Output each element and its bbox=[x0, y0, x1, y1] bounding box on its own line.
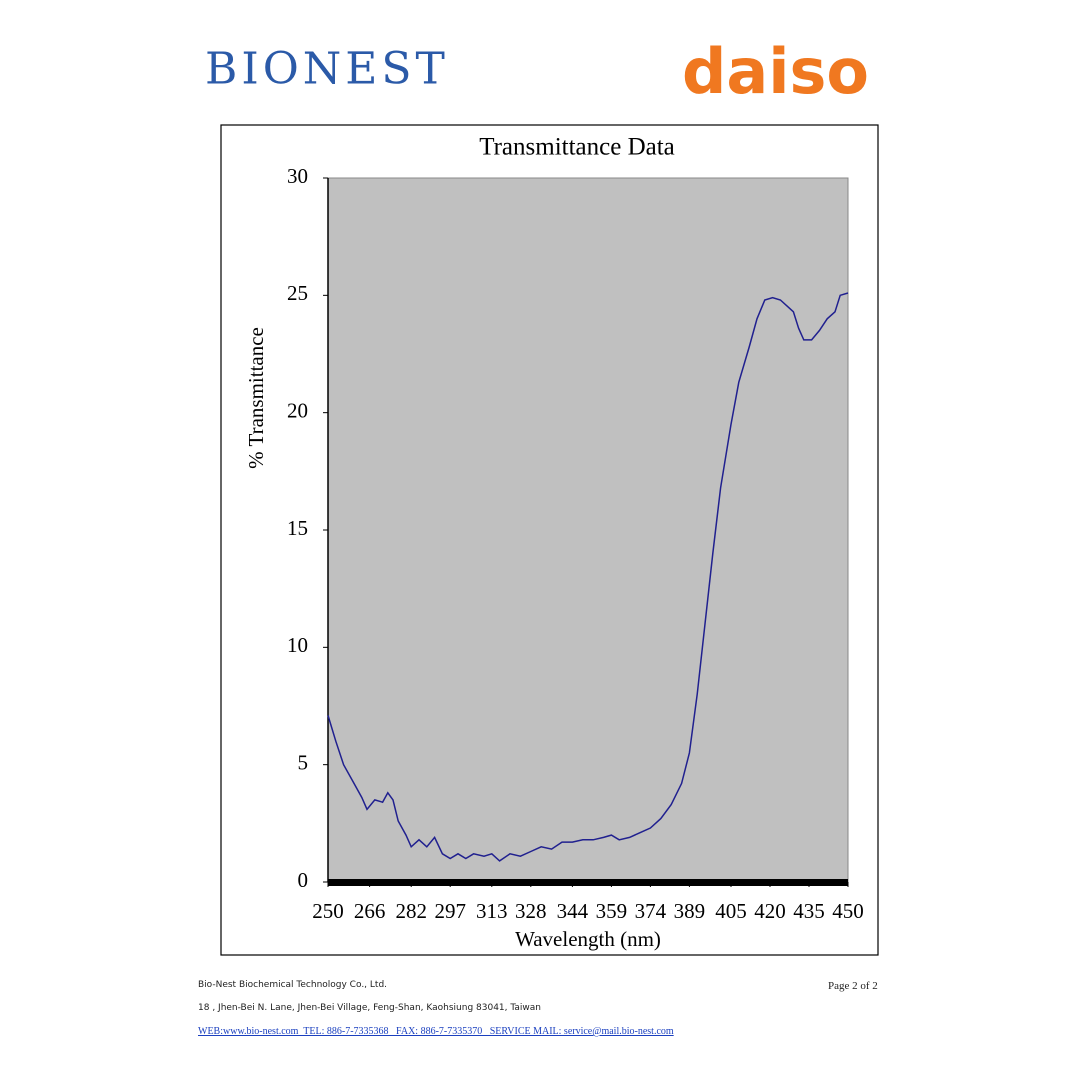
y-tick-label: 10 bbox=[287, 633, 308, 657]
y-axis-label: % Transmittance bbox=[244, 327, 268, 469]
x-tick-label: 405 bbox=[715, 899, 747, 923]
x-axis-minor-ticks bbox=[328, 879, 848, 886]
page-number: Page 2 of 2 bbox=[828, 980, 878, 992]
x-tick-label: 420 bbox=[754, 899, 786, 923]
plot-area bbox=[327, 177, 849, 883]
bionest-logo: BIONEST bbox=[205, 44, 449, 95]
x-tick-label: 450 bbox=[832, 899, 864, 923]
contact[interactable]: WEB:www.bio-nest.com TEL: 886-7-7335368 … bbox=[198, 1026, 674, 1037]
x-tick-label: 250 bbox=[312, 899, 344, 923]
y-tick-label: 30 bbox=[287, 164, 308, 188]
x-tick-label: 266 bbox=[354, 899, 386, 923]
daiso-logo: daiso bbox=[682, 35, 869, 108]
x-tick-label: 435 bbox=[793, 899, 825, 923]
x-axis-label: Wavelength (nm) bbox=[515, 927, 661, 951]
x-tick-label: 344 bbox=[557, 899, 589, 923]
address: 18 , Jhen-Bei N. Lane, Jhen-Bei Village,… bbox=[198, 1003, 541, 1013]
y-tick-label: 25 bbox=[287, 281, 308, 305]
transmittance-line bbox=[327, 292, 849, 862]
y-tick-label: 15 bbox=[287, 516, 308, 540]
x-tick-label: 328 bbox=[515, 899, 547, 923]
x-tick-label: 297 bbox=[434, 899, 466, 923]
company: Bio-Nest Biochemical Technology Co., Ltd… bbox=[198, 980, 388, 990]
x-tick-label: 282 bbox=[395, 899, 427, 923]
y-tick-label: 5 bbox=[298, 750, 309, 774]
x-tick-label: 313 bbox=[476, 899, 508, 923]
y-tick-label: 20 bbox=[287, 398, 308, 422]
x-tick-label: 374 bbox=[635, 899, 667, 923]
y-tick-label: 0 bbox=[298, 868, 309, 892]
x-tick-label: 359 bbox=[596, 899, 628, 923]
chart-title: Transmittance Data bbox=[479, 134, 675, 161]
x-tick-label: 389 bbox=[674, 899, 706, 923]
